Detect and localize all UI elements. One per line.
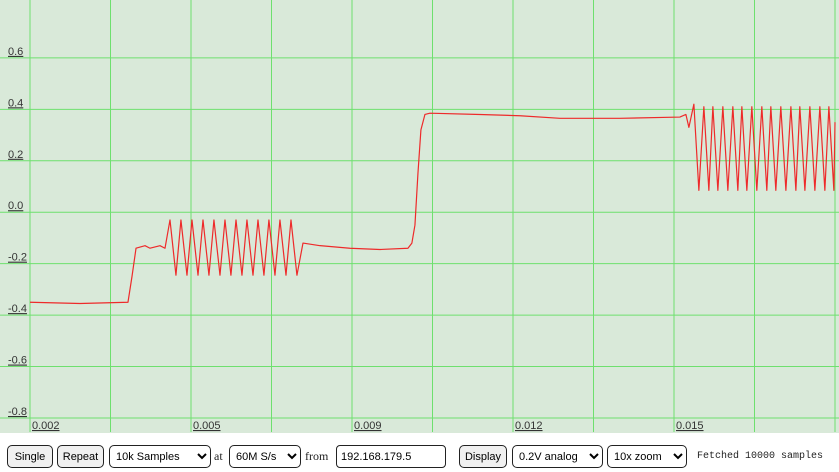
y-tick-label: -0.4: [8, 303, 27, 315]
x-tick-label: 0.009: [354, 420, 382, 432]
display-button[interactable]: Display: [459, 445, 507, 468]
y-tick-label: 0.0: [8, 200, 23, 212]
y-tick-label: 0.6: [8, 46, 23, 58]
at-label: at: [214, 449, 223, 463]
samples-select[interactable]: 10k Samples: [109, 445, 211, 468]
address-input[interactable]: [336, 445, 446, 468]
from-label: from: [305, 449, 329, 463]
zoom-select[interactable]: 10x zoom: [607, 445, 687, 468]
y-tick-label: -0.6: [8, 355, 27, 367]
y-tick-label: 0.2: [8, 149, 23, 161]
y-tick-label: -0.2: [8, 252, 27, 264]
y-tick-label: 0.4: [8, 97, 23, 109]
mode-select[interactable]: 0.2V analog: [512, 445, 603, 468]
x-tick-label: 0.012: [515, 420, 543, 432]
rate-select[interactable]: 60M S/s: [229, 445, 301, 468]
y-tick-label: -0.8: [8, 406, 27, 418]
x-tick-label: 0.005: [193, 420, 221, 432]
repeat-button[interactable]: Repeat: [57, 445, 104, 468]
scope-chart: -0.8 -0.6 -0.4 -0.2 0.0 0.2 0.4 0.6 0.002 0.005 0.…: [0, 0, 839, 433]
x-tick-label: 0.015: [676, 420, 704, 432]
plot-background: [0, 0, 839, 433]
x-tick-label: 0.002: [32, 420, 60, 432]
status-text: Fetched 10000 samples: [697, 451, 824, 462]
signal-trace: [29, 103, 836, 305]
single-button[interactable]: Single: [7, 445, 53, 468]
